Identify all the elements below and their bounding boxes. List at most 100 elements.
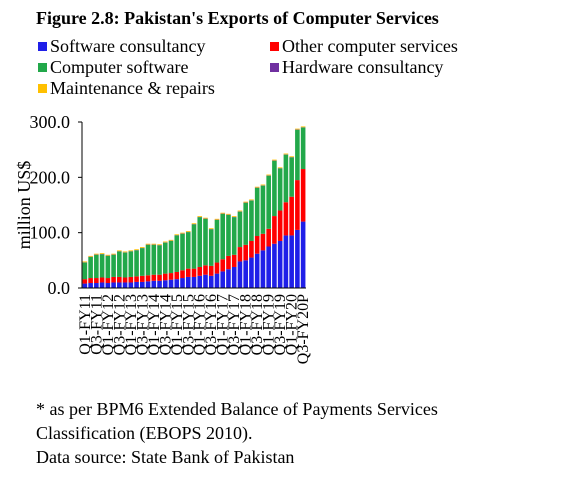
bar-segment bbox=[208, 229, 214, 266]
bar-segment bbox=[191, 224, 197, 269]
bar-segment bbox=[237, 261, 243, 288]
bar-segment bbox=[111, 254, 116, 277]
bar-segment bbox=[214, 273, 220, 288]
bar-segment bbox=[254, 187, 260, 236]
bar-segment bbox=[300, 221, 306, 288]
bar-segment bbox=[220, 271, 226, 288]
x-tick-label: Q1-FY18 bbox=[238, 294, 255, 355]
bar-segment bbox=[145, 281, 151, 288]
bar-segment bbox=[277, 210, 283, 241]
bar-segment bbox=[249, 240, 254, 258]
legend-label: Computer software bbox=[50, 57, 188, 77]
bar-segment bbox=[82, 279, 88, 284]
bar-segment bbox=[168, 279, 174, 288]
bar-segment bbox=[203, 217, 208, 219]
x-tick-label: Q1-FY13 bbox=[123, 294, 140, 355]
bar-segment bbox=[134, 281, 139, 288]
x-tick-label: Q3-FY13 bbox=[134, 294, 151, 355]
bar-segment bbox=[168, 273, 174, 280]
bar-segment bbox=[191, 223, 197, 225]
bar-segment bbox=[266, 246, 271, 288]
bar-segment bbox=[122, 282, 128, 288]
bar-segment bbox=[289, 157, 294, 197]
bar-segment bbox=[145, 275, 151, 282]
bar-segment bbox=[134, 249, 139, 251]
bar-segment bbox=[99, 253, 105, 254]
bar-segment bbox=[226, 269, 231, 288]
legend-label: Software consultancy bbox=[50, 36, 205, 56]
x-tick-label: Q3-FY20P bbox=[295, 294, 312, 364]
bar-segment bbox=[162, 280, 168, 288]
note: Classification (EBOPS 2010). bbox=[36, 423, 253, 444]
bar-segment bbox=[277, 168, 283, 211]
bar-segment bbox=[243, 260, 248, 288]
bar-segment bbox=[94, 283, 99, 288]
bar-segment bbox=[151, 280, 157, 288]
bar-segment bbox=[272, 160, 277, 217]
bar-segment bbox=[231, 266, 237, 288]
bar-segment bbox=[283, 154, 289, 203]
y-tick-label: 100.0 bbox=[30, 223, 71, 243]
y-axis-label: million US$ bbox=[14, 161, 34, 250]
bar-segment bbox=[208, 275, 214, 288]
bar-segment bbox=[105, 278, 111, 284]
x-tick-label: Q1-FY16 bbox=[192, 294, 209, 355]
x-tick-label: Q1-FY20 bbox=[284, 294, 301, 355]
bar-segment bbox=[254, 253, 260, 288]
bar-segment bbox=[180, 278, 185, 288]
bar-segment bbox=[249, 257, 254, 288]
bar-segment bbox=[180, 270, 185, 279]
bar-segment bbox=[203, 218, 208, 266]
bar-segment bbox=[266, 228, 271, 247]
bar-segment bbox=[260, 233, 266, 251]
legend-swatch bbox=[270, 42, 279, 51]
y-tick-label: 200.0 bbox=[30, 167, 71, 187]
bar-segment bbox=[185, 276, 191, 288]
x-tick-label: Q1-FY15 bbox=[169, 294, 186, 355]
y-tick-label: 0.0 bbox=[48, 278, 71, 298]
bar-segment bbox=[174, 235, 180, 272]
bar-segment bbox=[134, 276, 139, 282]
bar-segment bbox=[289, 156, 294, 158]
bar-segment bbox=[111, 276, 116, 283]
legend-label: Maintenance & repairs bbox=[50, 78, 215, 98]
bar-segment bbox=[300, 126, 306, 128]
bar-segment bbox=[117, 276, 122, 283]
bar-segment bbox=[151, 274, 157, 281]
bar-segment bbox=[295, 229, 300, 288]
x-tick-label: Q3-FY14 bbox=[157, 294, 174, 355]
bar-segment bbox=[157, 274, 162, 281]
bar-segment bbox=[151, 243, 157, 245]
bar-segment bbox=[82, 262, 88, 280]
bar-segment bbox=[231, 254, 237, 267]
bar-segment bbox=[295, 180, 300, 230]
bar-segment bbox=[128, 250, 134, 252]
bar-segment bbox=[105, 254, 111, 256]
legend-label: Hardware consultancy bbox=[282, 57, 443, 77]
bar-segment bbox=[214, 219, 220, 263]
bar-segment bbox=[237, 211, 243, 248]
bar-segment bbox=[145, 243, 151, 245]
bar-segment bbox=[260, 250, 266, 288]
bar-segment bbox=[231, 217, 237, 255]
bar-segment bbox=[266, 174, 271, 176]
bar-segment bbox=[99, 254, 105, 278]
x-tick-label: Q3-FY19 bbox=[272, 294, 289, 355]
bar-segment bbox=[203, 265, 208, 275]
bar-segment bbox=[105, 255, 111, 279]
legend-swatch bbox=[270, 63, 279, 72]
x-tick-label: Q1-FY14 bbox=[146, 294, 163, 355]
bar-segment bbox=[203, 274, 208, 288]
bar-segment bbox=[128, 251, 134, 277]
bar-segment bbox=[134, 250, 139, 277]
bar-segment bbox=[145, 244, 151, 276]
bar-segment bbox=[272, 159, 277, 161]
bar-segment bbox=[99, 282, 105, 288]
note: * as per BPM6 Extended Balance of Paymen… bbox=[36, 399, 438, 419]
bar-segment bbox=[295, 128, 300, 130]
bar-segment bbox=[157, 245, 162, 275]
bar-segment bbox=[180, 233, 185, 271]
bar-segment bbox=[289, 196, 294, 236]
bar-segment bbox=[214, 218, 220, 220]
